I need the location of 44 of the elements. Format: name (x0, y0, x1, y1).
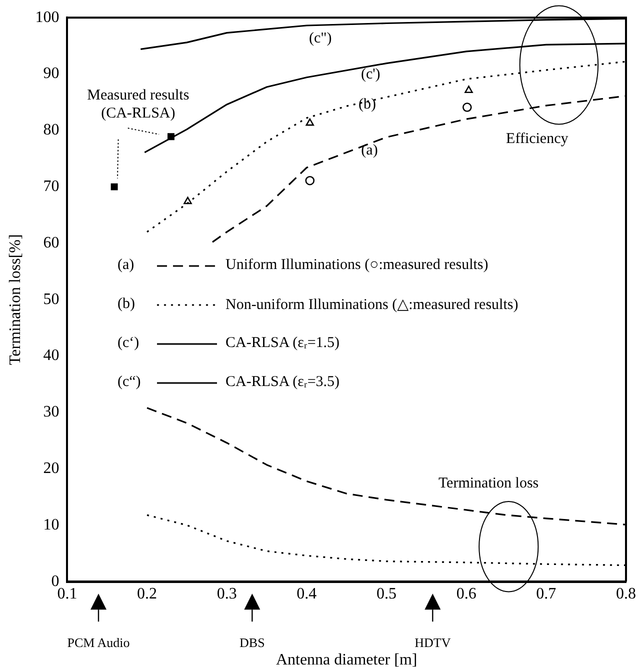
point (305, 176, 315, 186)
annotation: (b) (358, 96, 376, 112)
text: PCM Audio (67, 635, 130, 650)
y-tick-label: 40 (43, 347, 60, 364)
text: DBS (240, 635, 265, 650)
annotation: Efficiency (506, 130, 569, 147)
point (464, 86, 473, 94)
annotation: (a) (117, 257, 136, 274)
annotation: (c") (308, 30, 332, 46)
y-tick-label: 90 (43, 65, 60, 82)
x-tick-label: 0.3 (216, 585, 237, 602)
x-tick-label: 0.4 (296, 585, 317, 602)
x-tick-label: 0.1 (57, 585, 78, 602)
x-tick-label: 0.6 (456, 585, 476, 602)
y-tick-label: 20 (43, 460, 60, 478)
y-tick-label: 10 (43, 516, 60, 534)
x-axis-title: Antenna diameter [m] (276, 652, 418, 669)
y-tick-label: 60 (43, 234, 60, 252)
point (306, 118, 314, 126)
annotation: (c') (360, 66, 380, 82)
y-tick-label: 80 (43, 122, 60, 139)
annotation: (c“) (117, 374, 142, 392)
y-axis-title: Termination loss[%] (6, 234, 24, 366)
legend-label: CA-RLSA (εᵣ=3.5) (225, 374, 340, 392)
annotation: Termination loss (438, 475, 539, 492)
x-tick-label: 0.2 (137, 585, 158, 602)
annotation: (c‘) (117, 335, 140, 352)
legend-label: Non-uniform Illuminations (△:measured results) (225, 296, 518, 314)
y-tick-label: 0 (51, 572, 60, 590)
legend-label: Uniform Illuminations (○:measured results) (225, 257, 488, 274)
annotation: (b) (117, 296, 136, 314)
y-tick-label: 70 (43, 178, 60, 196)
annotation: Measured results (CA-RLSA) (87, 87, 190, 122)
annotation: (a) (361, 142, 378, 159)
x-tick-label: 0.8 (616, 585, 636, 602)
y-tick-label: 30 (43, 404, 60, 421)
x-tick-label: 0.7 (536, 585, 556, 602)
y-tick-label: 50 (43, 290, 60, 308)
text: HDTV (414, 635, 452, 650)
point (110, 183, 118, 190)
legend-label: CA-RLSA (εᵣ=1.5) (225, 335, 340, 352)
x-tick-label: 0.5 (376, 585, 397, 602)
y-tick-label: 100 (35, 8, 60, 26)
point (462, 102, 472, 112)
